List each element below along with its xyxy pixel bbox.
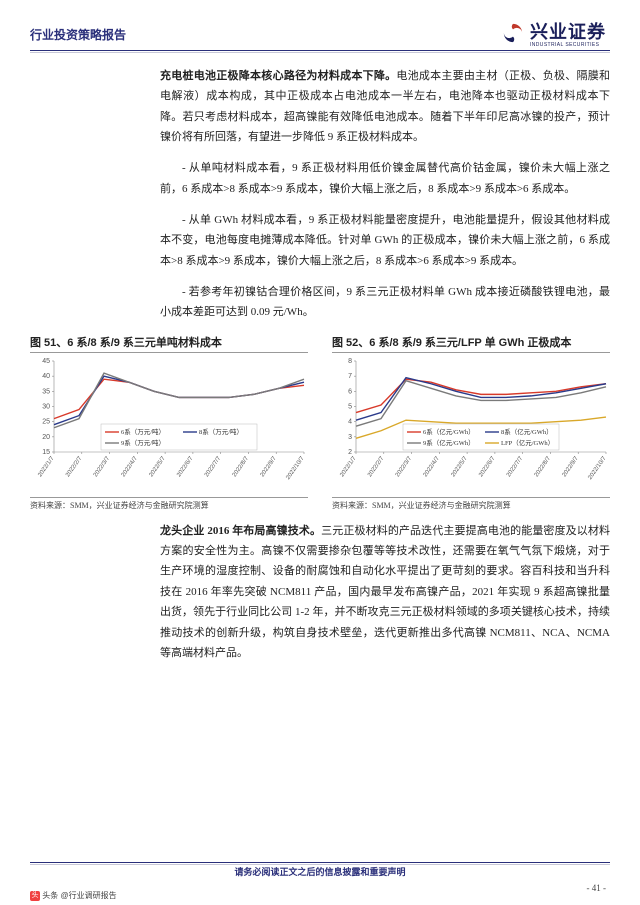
svg-text:9系（亿元/GWh）: 9系（亿元/GWh） [423,438,475,447]
svg-text:30: 30 [42,403,50,410]
svg-text:5: 5 [348,403,352,410]
para2-lead: 龙头企业 2016 年布局高镍技术。 [160,525,321,537]
header-rule [30,50,610,51]
page-root: 行业投资策略报告 兴业证券 INDUSTRIAL SECURITIES 充电桩电… [0,0,640,905]
paragraph-1: 充电桩电池正极降本核心路径为材料成本下降。电池成本主要由主材（正极、负极、隔膜和… [160,66,610,147]
svg-text:6: 6 [348,388,352,395]
svg-text:8: 8 [348,358,352,365]
svg-text:3: 3 [348,434,352,441]
svg-text:2022/7/7: 2022/7/7 [204,455,223,478]
svg-text:35: 35 [42,388,50,395]
para1-lead: 充电桩电池正极降本核心路径为材料成本下降。 [160,70,396,82]
svg-text:2022/8/7: 2022/8/7 [534,455,553,478]
svg-text:2022/2/7: 2022/2/7 [65,455,84,478]
sub-paragraph-1: - 从单吨材料成本看，9 系正极材料用低价镍金属替代高价钴金属，镍价未大幅上涨之… [160,158,610,199]
svg-text:7: 7 [348,373,352,380]
svg-text:25: 25 [42,418,50,425]
author-prefix: 头条 [42,891,58,900]
svg-text:4: 4 [348,418,352,425]
chart-52-title: 图 52、6 系/8 系/9 系三元/LFP 单 GWh 正极成本 [332,334,610,353]
svg-text:9系（万元/吨）: 9系（万元/吨） [121,438,165,447]
author-handle: @行业调研报告 [60,891,116,900]
svg-text:2022/3/7: 2022/3/7 [395,455,414,478]
svg-text:2022/10/7: 2022/10/7 [587,455,608,481]
svg-text:2022/4/7: 2022/4/7 [423,455,442,478]
author-logo-icon: 头 [30,891,40,901]
svg-text:2: 2 [348,449,352,456]
outro-block: 龙头企业 2016 年布局高镍技术。三元正极材料的产品迭代主要提高电池的能量密度… [160,521,610,663]
footer-disclaimer: 请务必阅读正文之后的信息披露和重要声明 [0,865,640,878]
svg-text:2022/6/7: 2022/6/7 [478,455,497,478]
svg-text:6系（万元/吨）: 6系（万元/吨） [121,427,165,436]
sub-paragraph-2: - 从单 GWh 材料成本看，9 系正极材料能量密度提升，电池能量提升，假设其他… [160,210,610,271]
svg-text:40: 40 [42,373,50,380]
charts-row: 图 51、6 系/8 系/9 系三元单吨材料成本 152025303540452… [30,334,610,511]
brand-name-cn: 兴业证券 [530,22,606,42]
svg-text:2022/6/7: 2022/6/7 [176,455,195,478]
svg-text:2022/2/7: 2022/2/7 [367,455,386,478]
chart-52-cell: 图 52、6 系/8 系/9 系三元/LFP 单 GWh 正极成本 2 3 4 5 6 7… [332,334,610,511]
intro-block: 充电桩电池正极降本核心路径为材料成本下降。电池成本主要由主材（正极、负极、隔膜和… [160,66,610,323]
svg-text:2022/7/7: 2022/7/7 [506,455,525,478]
chart-51-svg: 15 20 25 30 35 40 45 2022/1/7 2022/2/7 2022/3/7 20… [30,355,308,490]
brand-name-en: INDUSTRIAL SECURITIES [530,42,606,48]
svg-text:45: 45 [42,358,50,365]
svg-text:2022/1/7: 2022/1/7 [339,455,358,478]
svg-text:2022/5/7: 2022/5/7 [450,455,469,478]
chart-52-svg: 2 3 4 5 6 7 8 2022/1/7 2022/2/7 2022/3/7 2022/4/7 2… [332,355,610,490]
brand-swirl-icon [502,22,524,44]
svg-text:LFP（亿元/GWh）: LFP（亿元/GWh） [501,438,554,447]
footer-rule [30,862,610,863]
svg-text:8系（亿元/GWh）: 8系（亿元/GWh） [501,427,553,436]
header-rule-2 [30,52,610,53]
chart-52-source: 资料来源：SMM，兴业证券经济与金融研究院测算 [332,497,610,511]
svg-text:6系（亿元/GWh）: 6系（亿元/GWh） [423,427,475,436]
svg-text:2022/8/7: 2022/8/7 [232,455,251,478]
svg-text:2022/5/7: 2022/5/7 [148,455,167,478]
chart-51-cell: 图 51、6 系/8 系/9 系三元单吨材料成本 15 20 25 30 35 40 45 2… [30,334,308,511]
content-area: 充电桩电池正极降本核心路径为材料成本下降。电池成本主要由主材（正极、负极、隔膜和… [30,66,610,857]
author-tag: 头 头条 @行业调研报告 [30,890,117,901]
svg-text:2022/3/7: 2022/3/7 [93,455,112,478]
svg-text:2022/9/7: 2022/9/7 [562,455,581,478]
svg-text:20: 20 [42,434,50,441]
chart-51-title: 图 51、6 系/8 系/9 系三元单吨材料成本 [30,334,308,353]
chart-51-source: 资料来源：SMM，兴业证券经济与金融研究院测算 [30,497,308,511]
svg-text:2022/4/7: 2022/4/7 [121,455,140,478]
svg-text:8系（万元/吨）: 8系（万元/吨） [199,427,243,436]
page-number: - 41 - [587,883,607,893]
svg-text:2022/10/7: 2022/10/7 [285,455,306,481]
svg-text:15: 15 [42,449,50,456]
svg-text:2022/9/7: 2022/9/7 [260,455,279,478]
brand-block: 兴业证券 INDUSTRIAL SECURITIES [502,18,606,48]
para2-rest: 三元正极材料的产品迭代主要提高电池的能量密度及以材料方案的安全性为主。高镍不仅需… [160,525,610,659]
sub-paragraph-3: - 若参考年初镍钴合理价格区间，9 系三元正极材料单 GWh 成本接近磷酸铁锂电… [160,282,610,323]
svg-text:2022/1/7: 2022/1/7 [37,455,56,478]
paragraph-2: 龙头企业 2016 年布局高镍技术。三元正极材料的产品迭代主要提高电池的能量密度… [160,521,610,663]
